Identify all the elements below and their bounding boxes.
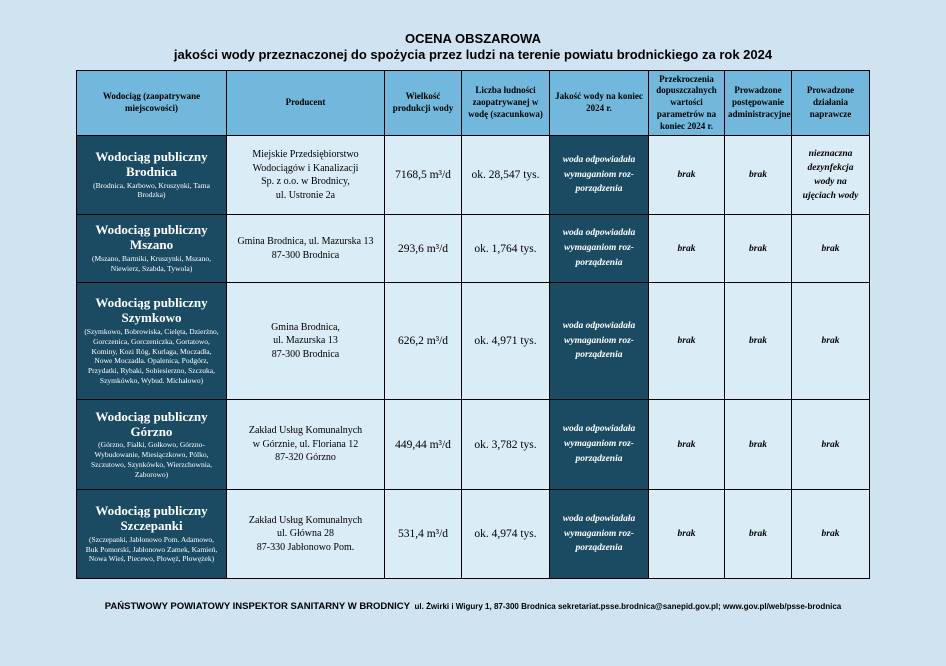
naprawcze-cell: nieznaczna dezynfekcja wody na ujęciach … — [791, 135, 870, 215]
produkcja-cell: 7168,5 m³/d — [384, 135, 462, 215]
producent-cell: Zakład Usług Komunalnych w Górznie, ul. … — [226, 399, 385, 490]
wodociag-name: Wodociąg publiczny Mszano — [95, 222, 208, 253]
przekroczenia-cell: brak — [648, 489, 725, 579]
postepowanie-cell: brak — [724, 135, 792, 215]
jakosc-cell: woda odpowiadała wymaganiom roz- porządz… — [549, 214, 649, 283]
wodociag-name: Wodociąg publiczny Brodnica — [95, 148, 208, 179]
produkcja-cell: 293,6 m³/d — [384, 214, 462, 283]
wodociag-villages: (Szymkowo, Bobrowiska, Cielęta, Dzierżno… — [84, 327, 219, 385]
wodociag-name: Wodociąg publiczny Szczepanki — [95, 502, 208, 533]
wodociag-cell: Wodociąg publiczny Górzno (Górzno, Fiałk… — [76, 399, 227, 490]
table-row: Wodociąg publiczny Brodnica (Brodnica, K… — [76, 135, 870, 215]
wodociag-cell: Wodociąg publiczny Szymkowo (Szymkowo, B… — [76, 282, 227, 400]
naprawcze-cell: brak — [791, 399, 870, 490]
wodociag-name: Wodociąg publiczny Szymkowo — [95, 295, 208, 326]
producent-cell: Zakład Usług Komunalnych ul. Główna 28 8… — [226, 489, 385, 579]
header-przekroczenia: Przekroczenia dopuszczalnych wartości pa… — [648, 70, 725, 136]
inspector-name: PAŃSTWOWY POWIATOWY INSPEKTOR SANITARNY … — [104, 601, 410, 612]
ludnosc-cell: ok. 4,971 tys. — [461, 282, 550, 400]
naprawcze-cell: brak — [791, 282, 870, 400]
jakosc-cell: woda odpowiadała wymaganiom roz- porządz… — [549, 489, 649, 579]
document-footer: PAŃSTWOWY POWIATOWY INSPEKTOR SANITARNY … — [0, 596, 946, 614]
header-ludnosc: Liczba ludności zaopatrywanej w wodę (sz… — [461, 70, 550, 136]
przekroczenia-cell: brak — [648, 282, 725, 400]
wodociag-cell: Wodociąg publiczny Mszano (Mszano, Bartn… — [76, 214, 227, 283]
wodociag-name: Wodociąg publiczny Górzno — [95, 408, 208, 439]
wodociag-villages: (Mszano, Bartniki, Kruszynki, Mszano, Ni… — [92, 254, 211, 273]
ludnosc-cell: ok. 1,764 tys. — [461, 214, 550, 283]
produkcja-cell: 531,4 m³/d — [384, 489, 462, 579]
water-quality-table: Wodociąg (zaopatrywane miejscowości) Pro… — [76, 70, 870, 579]
wodociag-cell: Wodociąg publiczny Szczepanki (Szczepank… — [76, 489, 227, 579]
postepowanie-cell: brak — [724, 214, 792, 283]
postepowanie-cell: brak — [724, 282, 792, 400]
table-row: Wodociąg publiczny Szczepanki (Szczepank… — [76, 489, 870, 579]
title-line-2: jakości wody przeznaczonej do spożycia p… — [173, 47, 773, 62]
przekroczenia-cell: brak — [648, 135, 725, 215]
przekroczenia-cell: brak — [648, 399, 725, 490]
producent-cell: Gmina Brodnica, ul. Mazurska 13 87-300 B… — [226, 282, 385, 400]
header-postepowanie: Prowadzone postępowanie administracyjne — [724, 70, 792, 136]
inspector-contact: ul. Żwirki i Wigury 1, 87-300 Brodnica s… — [414, 602, 842, 611]
ludnosc-cell: ok. 3,782 tys. — [461, 399, 550, 490]
title-line-1: OCENA OBSZAROWA — [404, 31, 542, 46]
naprawcze-cell: brak — [791, 214, 870, 283]
jakosc-cell: woda odpowiadała wymaganiom roz- porządz… — [549, 282, 649, 400]
produkcja-cell: 449,44 m³/d — [384, 399, 462, 490]
header-wodociag: Wodociąg (zaopatrywane miejscowości) — [76, 70, 227, 136]
ludnosc-cell: ok. 4,974 tys. — [461, 489, 550, 579]
ludnosc-cell: ok. 28,547 tys. — [461, 135, 550, 215]
produkcja-cell: 626,2 m³/d — [384, 282, 462, 400]
header-producent: Producent — [226, 70, 385, 136]
header-jakosc: Jakość wody na koniec 2024 r. — [549, 70, 649, 136]
table-row: Wodociąg publiczny Górzno (Górzno, Fiałk… — [76, 399, 870, 490]
document-title: OCENA OBSZAROWA jakości wody przeznaczon… — [0, 0, 946, 63]
jakosc-cell: woda odpowiadała wymaganiom roz- porządz… — [549, 135, 649, 215]
wodociag-villages: (Brodnica, Karbowo, Kruszynki, Tama Brod… — [93, 180, 210, 200]
przekroczenia-cell: brak — [648, 214, 725, 283]
wodociag-villages: (Szczepanki, Jabłonowo Pom. Adamowo, Buk… — [85, 534, 218, 564]
postepowanie-cell: brak — [724, 399, 792, 490]
header-produkcja: Wielkość produkcji wody — [384, 70, 462, 136]
header-row: Wodociąg (zaopatrywane miejscowości) Pro… — [76, 70, 870, 136]
wodociag-villages: (Górzno, Fiałki, Gołkowo, Górzno-Wybudow… — [91, 440, 212, 479]
naprawcze-cell: brak — [791, 489, 870, 579]
producent-cell: Miejskie Przedsiębiorstwo Wodociągów i K… — [226, 135, 385, 215]
postepowanie-cell: brak — [724, 489, 792, 579]
wodociag-cell: Wodociąg publiczny Brodnica (Brodnica, K… — [76, 135, 227, 215]
header-naprawcze: Prowadzone działania naprawcze — [791, 70, 870, 136]
table-row: Wodociąg publiczny Mszano (Mszano, Bartn… — [76, 214, 870, 283]
producent-cell: Gmina Brodnica, ul. Mazurska 13 87-300 B… — [226, 214, 385, 283]
jakosc-cell: woda odpowiadała wymaganiom roz- porządz… — [549, 399, 649, 490]
table-row: Wodociąg publiczny Szymkowo (Szymkowo, B… — [76, 282, 870, 400]
